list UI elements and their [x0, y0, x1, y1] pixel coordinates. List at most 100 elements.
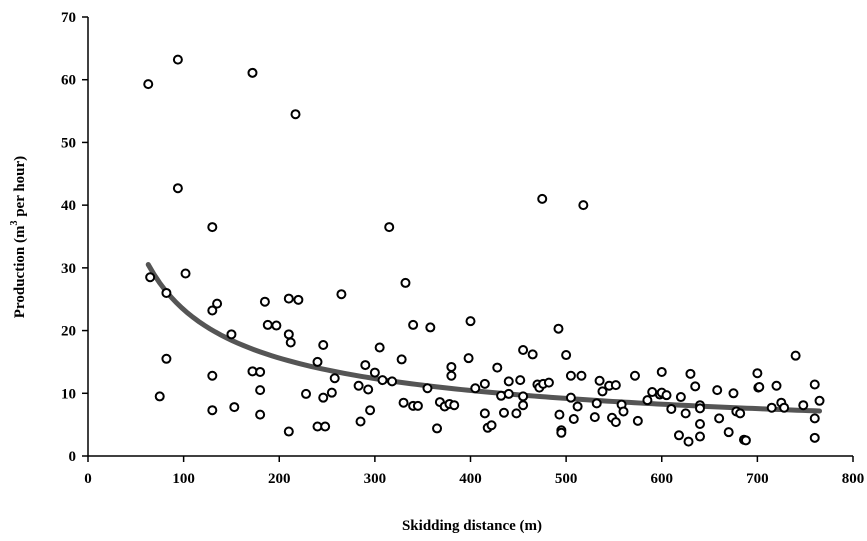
data-point: [255, 409, 266, 420]
data-point: [576, 370, 587, 381]
data-point: [666, 403, 677, 414]
y-tick-label: 10: [61, 386, 76, 402]
data-point: [527, 349, 538, 360]
data-point: [154, 391, 165, 402]
data-point: [207, 405, 218, 416]
data-point: [355, 416, 366, 427]
data-point: [449, 400, 460, 411]
data-point: [685, 368, 696, 379]
data-point: [632, 415, 643, 426]
data-point: [271, 320, 282, 331]
data-points: [143, 54, 825, 447]
data-point: [511, 408, 522, 419]
data-point: [479, 378, 490, 389]
x-tick-label: 700: [746, 471, 769, 487]
data-point: [754, 382, 765, 393]
y-tick-label: 50: [61, 135, 76, 151]
data-point: [172, 54, 183, 65]
data-point: [518, 400, 529, 411]
data-point: [695, 431, 705, 442]
data-point: [369, 367, 380, 378]
data-point: [809, 379, 820, 390]
data-point: [293, 294, 304, 305]
data-point: [561, 350, 572, 361]
data-point: [425, 322, 436, 333]
axes: 0 100 200 300 400 500 600 700 800 0 10 20 30 40 50 60 7…: [61, 10, 864, 487]
y-tick-label: 70: [61, 10, 76, 26]
data-point: [728, 388, 739, 399]
data-point: [695, 419, 705, 430]
data-point: [543, 377, 554, 388]
data-point: [712, 385, 723, 396]
data-point: [301, 388, 312, 399]
data-point: [591, 398, 602, 409]
data-point: [247, 67, 258, 78]
y-axis-title-main: Production (m: [12, 225, 28, 318]
data-point: [432, 423, 443, 434]
data-point: [690, 381, 701, 392]
data-point: [259, 296, 270, 307]
data-point: [771, 380, 782, 391]
data-point: [320, 421, 331, 432]
data-point: [518, 391, 529, 402]
data-point: [809, 432, 820, 443]
data-point: [377, 375, 388, 386]
data-point: [695, 403, 705, 414]
data-point: [675, 392, 686, 403]
data-point: [610, 380, 621, 391]
data-point: [229, 402, 240, 413]
trend-line: [145, 262, 823, 414]
data-point: [752, 368, 763, 379]
x-tick-label: 800: [842, 471, 865, 487]
data-point: [463, 353, 474, 364]
data-point: [180, 268, 191, 279]
data-point: [387, 376, 398, 387]
x-tick-label: 0: [84, 471, 92, 487]
data-point: [465, 316, 476, 327]
data-point: [779, 402, 790, 413]
x-tick-label: 600: [651, 471, 674, 487]
data-point: [326, 387, 337, 398]
data-point: [735, 408, 746, 419]
data-point: [207, 370, 218, 381]
data-point: [412, 400, 423, 411]
data-point: [492, 362, 503, 373]
data-point: [290, 109, 301, 120]
data-point: [365, 405, 376, 416]
data-point: [446, 361, 457, 372]
data-point: [329, 373, 340, 384]
data-point: [572, 401, 583, 412]
data-point: [814, 395, 825, 406]
x-axis-title: Skidding distance (m): [402, 518, 542, 534]
data-point: [318, 392, 329, 403]
data-point: [285, 337, 296, 348]
data-point: [673, 430, 684, 441]
data-point: [798, 400, 809, 411]
data-point: [408, 319, 419, 330]
data-point: [161, 287, 172, 298]
data-point: [207, 305, 218, 316]
data-point: [172, 183, 183, 194]
data-point: [610, 417, 621, 428]
data-point: [809, 413, 820, 424]
data-point: [597, 386, 608, 397]
data-point: [398, 397, 409, 408]
data-point: [537, 193, 548, 204]
data-point: [578, 200, 589, 211]
data-point: [470, 383, 481, 394]
data-point: [714, 413, 725, 424]
data-point: [618, 406, 629, 417]
data-point: [766, 402, 777, 413]
data-point: [740, 435, 751, 446]
data-point: [498, 407, 509, 418]
y-axis-title-unit: per hour): [12, 156, 28, 221]
data-point: [723, 427, 734, 438]
data-point: [262, 319, 273, 330]
data-point: [661, 390, 672, 401]
y-tick-label: 0: [69, 449, 77, 465]
y-tick-label: 60: [61, 73, 76, 89]
data-point: [565, 370, 576, 381]
data-point: [145, 272, 156, 283]
data-point: [589, 412, 600, 423]
y-tick-label: 30: [61, 261, 76, 277]
